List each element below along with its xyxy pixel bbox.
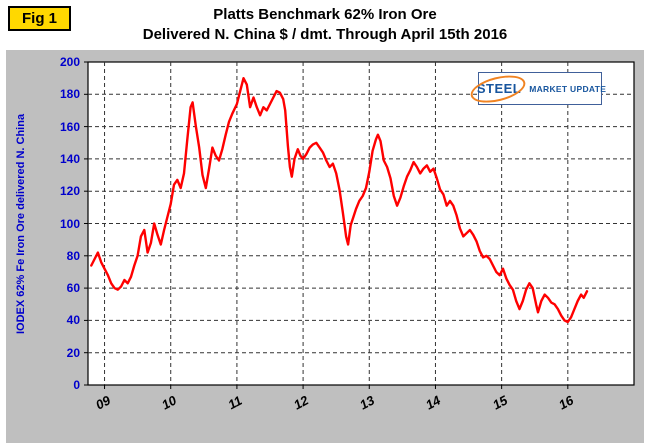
figure-number-badge: Fig 1: [8, 6, 72, 31]
y-tick-label: 20: [66, 345, 80, 360]
y-tick-label: 180: [59, 87, 80, 102]
y-axis-label: IODEX 62% Fe Iron Ore delivered N. China: [15, 113, 27, 334]
y-tick-label: 140: [59, 151, 80, 166]
y-tick-label: 120: [59, 184, 80, 199]
chart-panel: IODEX 62% Fe Iron Ore delivered N. China…: [6, 50, 644, 443]
chart-subtitle: Delivered N. China $ / dmt. Through Apri…: [142, 26, 508, 43]
logo-market-update-text: MARKET UPDATE: [529, 83, 607, 94]
y-tick-label: 0: [73, 378, 80, 392]
logo-steel-wrap: STEEL: [467, 70, 529, 107]
y-tick-label: 60: [66, 281, 80, 296]
y-tick-label: 100: [59, 216, 80, 231]
y-tick-label: 160: [59, 119, 80, 134]
y-tick-label: 40: [66, 313, 80, 328]
plot-canvas: [84, 61, 635, 389]
y-tick-label: 80: [66, 248, 80, 263]
chart-title: Platts Benchmark 62% Iron Ore: [213, 6, 437, 23]
steel-market-update-logo: STEEL MARKET UPDATE: [467, 70, 606, 107]
price-line: [90, 77, 589, 324]
logo-steel-text: STEEL: [476, 80, 522, 96]
y-tick-label: 200: [59, 55, 80, 69]
